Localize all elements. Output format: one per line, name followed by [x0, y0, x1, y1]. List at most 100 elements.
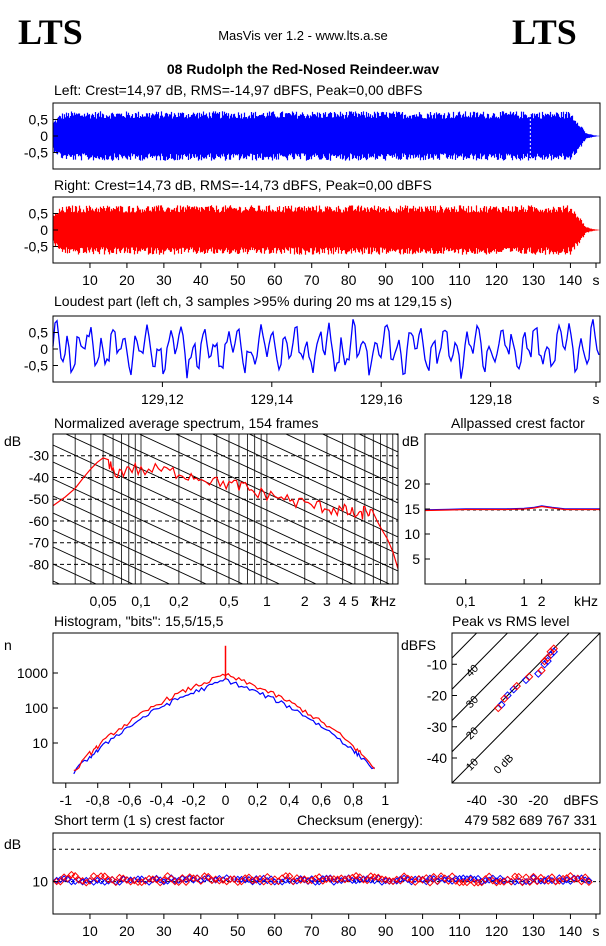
short-term-right-point	[174, 878, 183, 887]
histogram-label: Histogram, "bits": 15,5/15,5	[54, 613, 224, 629]
x-tick-label: 130	[522, 272, 546, 288]
peak-rms-right-point	[512, 681, 521, 691]
spectrum-slope-line	[53, 461, 318, 584]
left-waveform-chart: 0,50-0,5	[24, 102, 601, 170]
short-term-left-point	[529, 874, 538, 882]
right_waveform-signal	[52, 205, 601, 255]
histogram-chart: n 1000 100 10 -1 -0,8 -0,6 -0,4 -0,2 0 0,2 0,4 0,6 0,…	[4, 632, 399, 808]
short-term-xtick: 70	[304, 923, 320, 939]
logo-left: LTS	[18, 12, 83, 52]
short-term-xtick: 80	[341, 923, 357, 939]
logo-right: LTS	[512, 12, 577, 52]
short-term-right-point	[374, 873, 383, 882]
peak-rms-label: Peak vs RMS level	[452, 613, 569, 629]
histogram-ylabel: n	[4, 637, 12, 653]
right-waveform-chart: 0,50-0,5 10 20 30 40 50 60 70 80 90 100 110 120 130 14…	[24, 196, 601, 288]
spectrum-frame	[52, 433, 399, 585]
peak-rms-ytick: -30	[427, 719, 447, 735]
allpass-ylabel: dB	[402, 433, 419, 449]
x-tick-label: 40	[193, 272, 209, 288]
short-term-right-point	[285, 872, 294, 881]
x-tick-label: 50	[230, 272, 246, 288]
peak-rms-left-point	[521, 675, 531, 685]
peak-rms-crest-lines	[452, 633, 600, 783]
short-term-right-point	[311, 874, 320, 883]
histogram-xtick: 1	[381, 792, 389, 808]
peak-rms-right-point	[500, 694, 509, 703]
allpass-ytick: 5	[412, 551, 420, 567]
short-term-xtick: 100	[411, 923, 435, 939]
short-term-ylabel: dB	[4, 836, 21, 852]
crest-diagonal	[452, 633, 600, 783]
spectrum-slope-line	[321, 434, 398, 470]
x-tick-label: 60	[267, 272, 283, 288]
crest-line-label: 40	[464, 663, 481, 680]
crest-diagonal	[452, 633, 570, 753]
short-term-xtick: 20	[119, 923, 135, 939]
left_waveform-ytick: 0	[40, 128, 48, 144]
peak-rms-right-point	[524, 672, 534, 681]
spectrum-slope-line	[53, 615, 398, 775]
crest-line-label: 10	[464, 756, 481, 773]
histogram-xtick: 0,8	[344, 792, 364, 808]
short-term-xtick: 60	[267, 923, 283, 939]
short-term-crest-chart: dB 10 10 20 30 40 50 60 70 80 90 100 110 120 130 140 s	[4, 832, 601, 939]
histogram-xtick: -0,6	[118, 792, 142, 808]
short-term-xtick: 130	[522, 923, 546, 939]
short-term-right-point	[522, 873, 530, 882]
peak-rms-right-point	[540, 656, 549, 666]
spectrum-ytick: -30	[29, 448, 49, 464]
peak-rms-left-point	[503, 691, 512, 700]
left_waveform-ytick: -0,5	[24, 145, 48, 161]
spectrum-series	[52, 457, 399, 569]
right_waveform-ytick: -0,5	[24, 239, 48, 255]
peak-rms-ytick: -10	[427, 656, 447, 672]
spectrum-xtick: 0,1	[131, 593, 151, 609]
histogram-left-series	[73, 677, 375, 775]
short-term-xtick: 50	[230, 923, 246, 939]
x-tick-label: 30	[156, 272, 172, 288]
loudest-ytick: 0,5	[29, 325, 49, 341]
allpass-right-series	[424, 505, 600, 512]
histogram-xtick: -0,2	[181, 792, 205, 808]
x-tick-label: 140	[559, 272, 583, 288]
short-term-right-point	[100, 872, 109, 881]
x-tick-label: 129,14	[250, 391, 293, 407]
spectrum-slope-line	[53, 546, 134, 584]
histogram-ytick: 1000	[17, 665, 48, 681]
x-tick-label: s	[593, 391, 600, 407]
peak-rms-xtick: -30	[497, 792, 517, 808]
allpass-xtick: 1	[520, 593, 528, 609]
short-term-xtick: 110	[448, 923, 471, 939]
x-tick-label: 20	[119, 272, 135, 288]
peak-rms-ytick: -20	[427, 688, 447, 704]
short-term-right-point	[548, 873, 556, 881]
app-title: MasVis ver 1.2 - www.lts.a.se	[218, 28, 388, 43]
crest-line-label: 20	[464, 725, 481, 742]
peak-rms-right-point	[546, 647, 555, 656]
spectrum-slope-line	[53, 444, 354, 584]
x-tick-label: 80	[341, 272, 357, 288]
short-term-right-point	[426, 878, 434, 887]
spectrum-slope-line	[101, 434, 398, 572]
loudest-part-chart: 0,50-0,5 129,12 129,14 129,16 129,18 s	[24, 315, 601, 407]
spectrum-xtick: kHz	[372, 593, 396, 609]
short-term-ytick: 10	[32, 874, 48, 890]
spectrum-slope-line	[284, 434, 398, 487]
x-tick-label: 70	[304, 272, 320, 288]
spectrum-slope-line	[53, 512, 208, 584]
peak-rms-right-point	[549, 644, 558, 653]
spectrum-xtick: 4	[339, 593, 347, 609]
short-term-left-point	[474, 874, 482, 882]
peak-vs-rms-chart: 40 30 20 10 0 dB dBFS -10 -20 -30 -40 -40 -30 -20 dBF…	[401, 632, 601, 808]
peak-rms-xtick: -40	[467, 792, 487, 808]
x-tick-label: 120	[485, 272, 509, 288]
allpass-label: Allpassed crest factor	[451, 415, 585, 431]
short-term-xtick: 30	[156, 923, 172, 939]
peak-rms-left-point	[509, 685, 518, 694]
peak-rms-right-point	[543, 653, 552, 663]
peak-rms-left-point	[534, 669, 543, 678]
x-tick-label: 10	[82, 272, 98, 288]
allpass-xtick: 2	[538, 593, 546, 609]
short-term-right-point	[525, 878, 534, 886]
